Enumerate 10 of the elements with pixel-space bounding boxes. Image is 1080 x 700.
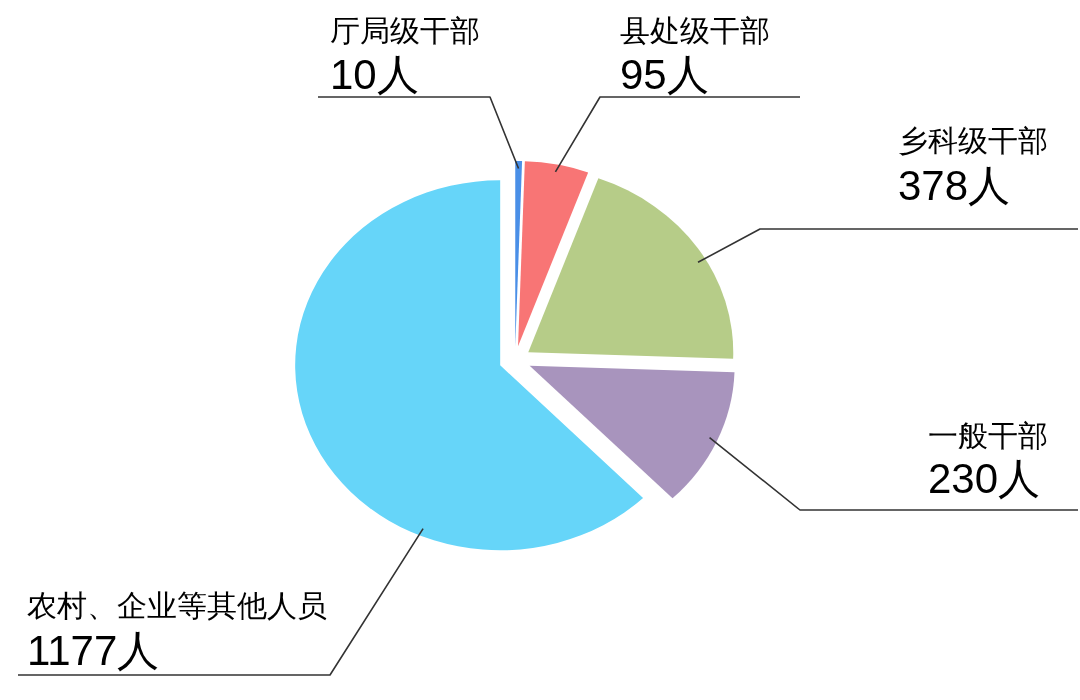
value-label: 95人: [620, 51, 709, 98]
category-label: 一般干部: [928, 419, 1048, 452]
value-label: 10人: [330, 51, 419, 98]
category-label: 县处级干部: [620, 14, 770, 47]
value-label: 1177人: [27, 627, 160, 674]
value-label: 230人: [928, 455, 1041, 502]
category-label: 乡科级干部: [898, 124, 1048, 157]
category-label: 厅局级干部: [330, 14, 480, 47]
value-label: 378人: [898, 162, 1011, 209]
category-label: 农村、企业等其他人员: [27, 589, 327, 622]
